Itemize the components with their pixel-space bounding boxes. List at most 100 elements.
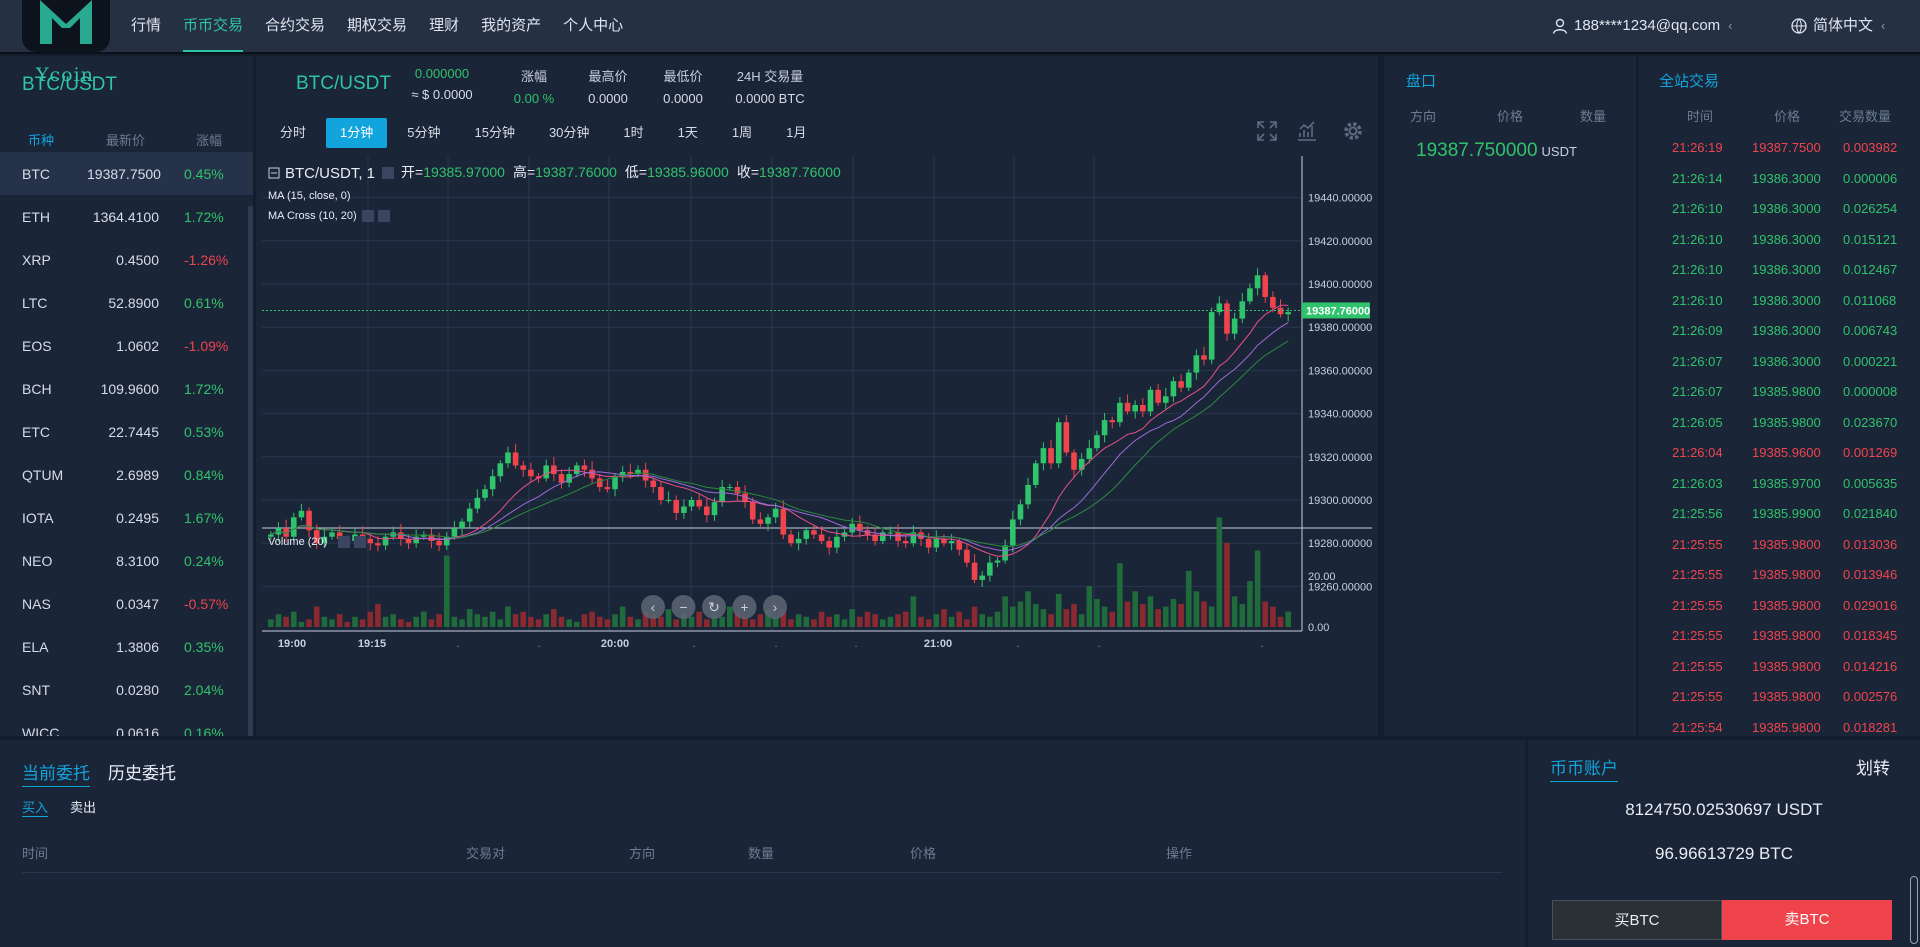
market-row[interactable]: LTC 52.8900 0.61% <box>0 281 253 324</box>
market-row[interactable]: NEO 8.3100 0.24% <box>0 539 253 582</box>
settings-gear-icon[interactable] <box>1342 120 1364 148</box>
interval-tab-3[interactable]: 15分钟 <box>474 125 515 140</box>
nav-item-0[interactable]: 行情 <box>131 17 162 34</box>
ticker-low: 最低价 0.0000 <box>653 66 713 106</box>
ticker-low-label: 最低价 <box>663 69 703 84</box>
market-row[interactable]: ETC 22.7445 0.53% <box>0 410 253 453</box>
volume-bar <box>642 611 649 627</box>
orders-panel: 当前委托 历史委托 买入 卖出 时间 交易对 方向 数量 价格 操作 <box>0 740 1525 947</box>
candle-body <box>505 452 511 464</box>
trade-price: 19385.9800 <box>1752 628 1821 643</box>
trade-price: 19385.9800 <box>1752 689 1821 704</box>
interval-tab-7[interactable]: 1周 <box>731 125 753 140</box>
volume-bar <box>765 609 771 627</box>
transfer-button[interactable]: 划转 <box>1856 759 1890 778</box>
order-book-col-price: 价格 <box>1497 109 1524 124</box>
market-list-title: BTC/USDT <box>22 74 117 95</box>
market-row[interactable]: IOTA 0.2495 1.67% <box>0 496 253 539</box>
market-price: 0.0347 <box>116 596 159 612</box>
chart-type-icon[interactable] <box>1296 120 1318 148</box>
candle-body <box>665 500 672 501</box>
volume-bar <box>1178 604 1184 627</box>
order-book-price-value: 19387.750000 <box>1416 140 1538 161</box>
market-list-scrollbar[interactable] <box>248 206 253 736</box>
ticker-volume-label: 24H 交易量 <box>736 69 804 84</box>
candle-body <box>1048 448 1054 464</box>
buy-btc-button[interactable]: 买BTC <box>1552 900 1722 940</box>
nav-item-2[interactable]: 合约交易 <box>265 17 326 34</box>
candle-body <box>290 517 297 537</box>
volume-bar <box>336 614 343 627</box>
col-last-price: 最新价 <box>106 133 146 148</box>
volume-bar <box>275 614 282 627</box>
svg-text:.: . <box>537 638 540 650</box>
trade-amount: 0.013036 <box>1843 536 1898 552</box>
top-navigation-bar: 行情 币币交易 合约交易 期权交易 理财 我的资产 个人中心 188****1234@qq.… <box>0 0 1920 54</box>
nav-item-1[interactable]: 币币交易 <box>172 0 254 54</box>
candlestick-chart[interactable]: 19440.00000 19420.00000 19400.00000 19380.0… <box>262 156 1372 734</box>
interval-tab-4[interactable]: 30分钟 <box>548 125 590 140</box>
subtab-sell[interactable]: 卖出 <box>70 800 97 815</box>
interval-tab-1[interactable]: 1分钟 <box>326 118 388 148</box>
market-row[interactable]: SNT 0.0280 2.04% <box>0 668 253 711</box>
market-row[interactable]: BCH 109.9600 1.72% <box>0 367 253 410</box>
user-menu[interactable]: 188****1234@qq.com ‹ <box>1552 0 1733 52</box>
trade-amount: 0.012467 <box>1843 262 1898 277</box>
ticker-volume: 24H 交易量 0.0000 BTC <box>730 66 810 106</box>
market-row[interactable]: ELA 1.3806 0.35% <box>0 625 253 668</box>
ticker-last-price: 0.000000 <box>414 66 470 81</box>
interval-tab-8[interactable]: 1月 <box>786 125 807 140</box>
market-row[interactable]: BTC 19387.7500 0.45% <box>0 152 253 195</box>
interval-tab-0[interactable]: 分时 <box>280 125 307 140</box>
tab-order-history[interactable]: 历史委托 <box>108 764 176 783</box>
volume-bar <box>268 619 274 627</box>
candle-body <box>872 534 878 542</box>
svg-text:.: . <box>1097 638 1100 650</box>
fullscreen-icon[interactable] <box>1256 120 1278 148</box>
order-book-col-amount: 数量 <box>1580 109 1607 124</box>
candle-body <box>1040 448 1047 464</box>
volume-bar <box>1117 563 1123 627</box>
logo-text: Ycoin <box>36 64 94 86</box>
nav-item-5[interactable]: 我的资产 <box>481 17 542 34</box>
candle-body <box>1132 404 1138 412</box>
market-row[interactable]: NAS 0.0347 -0.57% <box>0 582 253 625</box>
candle-body <box>1094 435 1100 449</box>
y-tick-label: 19420.00000 <box>1308 236 1372 248</box>
site-logo[interactable] <box>22 0 110 52</box>
market-row[interactable]: WICC 0.0616 0.16% <box>0 711 253 736</box>
tab-current-orders[interactable]: 当前委托 <box>22 759 90 787</box>
market-row[interactable]: XRP 0.4500 -1.26% <box>0 238 253 281</box>
market-row[interactable]: EOS 1.0602 -1.09% <box>0 324 253 367</box>
trade-time: 21:25:55 <box>1672 689 1723 704</box>
nav-item-6[interactable]: 个人中心 <box>563 17 624 34</box>
candle-body <box>1262 275 1269 297</box>
trade-row: 21:26:14 19386.3000 0.000006 <box>1639 163 1920 193</box>
candle-body <box>971 562 978 580</box>
candle-body <box>1170 381 1177 397</box>
trade-amount: 0.023670 <box>1843 414 1898 430</box>
volume-bar <box>375 604 381 627</box>
candle-body <box>956 541 963 550</box>
language-selector[interactable]: 简体中文 ‹ <box>1791 0 1885 52</box>
candle-body <box>520 465 527 470</box>
market-row[interactable]: ETH 1364.4100 1.72% <box>0 195 253 238</box>
trade-row: 21:26:10 19386.3000 0.015121 <box>1639 224 1920 254</box>
interval-tab-6[interactable]: 1天 <box>677 125 698 140</box>
candle-body <box>879 532 886 542</box>
volume-bar <box>382 616 389 627</box>
nav-item-3[interactable]: 期权交易 <box>347 17 408 34</box>
trade-row: 21:25:56 19385.9900 0.021840 <box>1639 498 1920 528</box>
market-row[interactable]: QTUM 2.6989 0.84% <box>0 453 253 496</box>
interval-tab-2[interactable]: 5分钟 <box>407 125 441 140</box>
volume-bar <box>543 614 549 627</box>
candle-body <box>673 500 680 513</box>
sell-btc-button[interactable]: 卖BTC <box>1722 900 1892 940</box>
col-coin[interactable]: 币种 <box>28 133 55 148</box>
nav-item-4[interactable]: 理财 <box>429 17 460 34</box>
trade-row: 21:26:10 19386.3000 0.012467 <box>1639 254 1920 284</box>
page-scrollbar[interactable] <box>1910 876 1918 944</box>
interval-tab-5[interactable]: 1时 <box>623 125 644 140</box>
trade-price: 19385.9800 <box>1752 719 1821 735</box>
subtab-buy[interactable]: 买入 <box>22 797 49 817</box>
